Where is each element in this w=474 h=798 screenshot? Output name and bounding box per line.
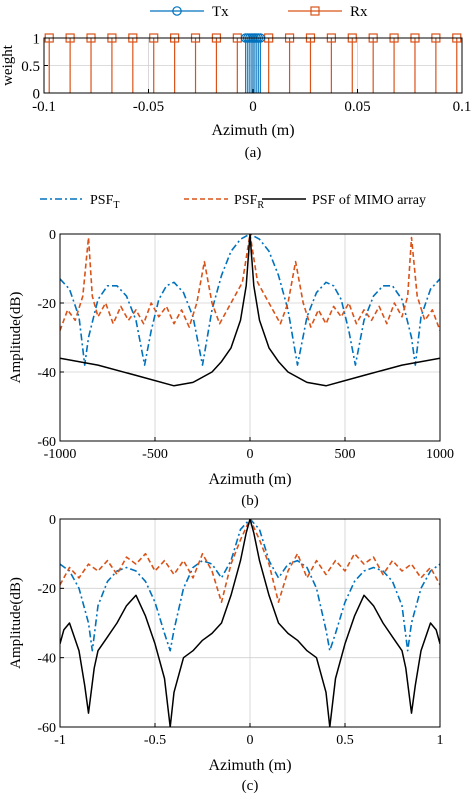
- y-tick-label: 0.5: [21, 59, 40, 75]
- plot-frame: [43, 37, 463, 94]
- legend-circle-marker: [172, 6, 182, 16]
- y-axis-label: Amplitude(dB): [8, 292, 24, 384]
- y-tick-label: 0: [33, 86, 41, 102]
- series-line-psf-of-mimo-array: [60, 234, 440, 387]
- x-tick-label: -1: [54, 733, 66, 748]
- plot-area: [60, 234, 440, 387]
- y-tick-label: -60: [37, 435, 56, 450]
- legend-label: Rx: [350, 4, 368, 20]
- y-axis-label: Amplitude(dB): [8, 577, 24, 669]
- legend-label: Tx: [212, 4, 229, 20]
- legend-a: Tx Rx: [150, 4, 368, 20]
- series-line-psf-of-mimo-array: [60, 519, 440, 727]
- x-tick-label: -1000: [44, 447, 77, 462]
- x-axis-label: Azimuth (m): [208, 757, 291, 774]
- x-tick-label: 1: [437, 733, 444, 748]
- x-axis-label: Azimuth (m): [211, 122, 294, 139]
- x-tick-label: 0: [247, 733, 254, 748]
- plot-frame: [59, 518, 441, 728]
- x-tick-label: 0.05: [344, 99, 370, 115]
- y-tick-label: -20: [37, 297, 56, 312]
- y-tick-label: -40: [37, 652, 56, 667]
- x-tick-label: 500: [335, 447, 356, 462]
- series-line-psf-r: [60, 519, 440, 604]
- x-tick-label: -0.05: [133, 99, 164, 115]
- plot-frame: [59, 233, 441, 442]
- legend-label: PSFT: [90, 193, 119, 211]
- x-tick-label: -0.5: [144, 733, 166, 748]
- legend-bc: PSFT PSFR PSF of MIMO array: [40, 193, 426, 211]
- y-tick-label: -20: [37, 582, 56, 597]
- legend-label: PSFR: [234, 193, 264, 211]
- y-tick-label: 1: [33, 31, 41, 47]
- y-tick-label: 0: [49, 228, 56, 243]
- legend-label: PSF of MIMO array: [312, 193, 426, 208]
- legend-square-marker: [310, 6, 320, 16]
- x-tick-label: -500: [142, 447, 168, 462]
- series-line-psf-r: [60, 234, 440, 331]
- x-axis-label: Azimuth (m): [208, 471, 291, 488]
- subfigure-caption: (a): [245, 145, 262, 161]
- chart-a-weights: -0.1 -0.05 0 0.05 0.1 0 0.5 1 Azimuth (m) weight (…: [0, 4, 471, 161]
- chart-b-psf: -1000 -500 0 500 1000 -60 -40 -20 0 Azimuth (m) Am…: [8, 228, 454, 509]
- x-tick-label: 0.1: [453, 99, 472, 115]
- x-tick-label: 1000: [426, 447, 454, 462]
- y-axis-label: weight: [0, 44, 16, 86]
- x-tick-label: 0.5: [336, 733, 354, 748]
- x-tick-label: 0: [249, 99, 257, 115]
- y-tick-label: 0: [49, 513, 56, 528]
- x-tick-label: -0.1: [32, 99, 56, 115]
- subfigure-caption: (b): [241, 493, 259, 509]
- plot-area: [60, 519, 440, 727]
- subfigure-caption: (c): [242, 778, 259, 793]
- x-tick-label: 0: [247, 447, 254, 462]
- chart-c-psf: -1 -0.5 0 0.5 1 -60 -40 -20 0 Azimuth (m) Amplitud…: [8, 513, 444, 794]
- y-tick-label: -40: [37, 366, 56, 381]
- y-tick-label: -60: [37, 721, 56, 736]
- series-line-psf-t: [60, 234, 440, 366]
